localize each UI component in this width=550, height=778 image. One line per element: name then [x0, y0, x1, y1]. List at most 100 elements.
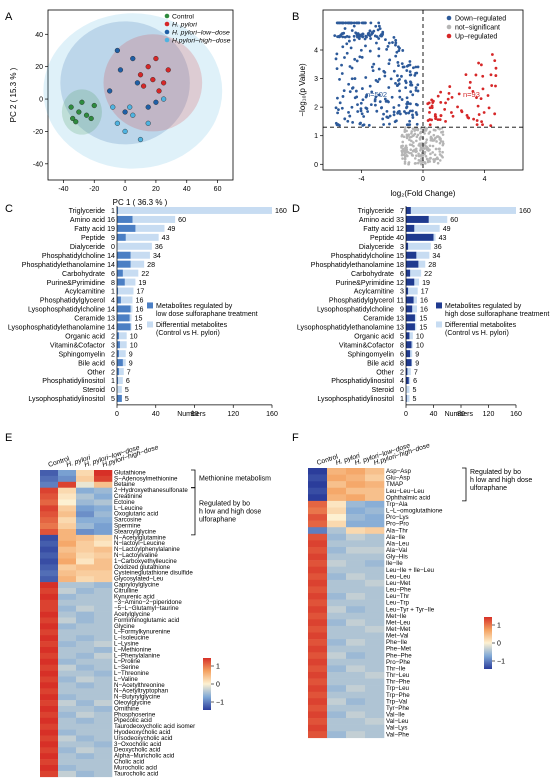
heatmap-row-label: Glycine [114, 623, 135, 630]
heatmap-row-label: Phe−Met [386, 646, 411, 653]
heatmap-cell [365, 468, 385, 475]
volcano-point-down [414, 111, 418, 114]
bar-reg-value: 13 [396, 324, 404, 332]
heatmap-cell [346, 671, 366, 679]
bar-legend-differential: Differential metabolites (Control vs H. p… [445, 322, 517, 337]
volcano-point-down [361, 123, 365, 127]
pca-point [122, 109, 128, 115]
pca-legend-marker [164, 13, 170, 19]
bar-category-label: Vitamin&Cofactor [50, 341, 106, 349]
heatmap-cell [76, 605, 95, 612]
pca-point [161, 96, 167, 102]
heatmap-annotation-regulated-line2: h low and high dose [199, 508, 263, 515]
volcano-point-ns [403, 157, 407, 161]
heatmap-cell [94, 546, 113, 553]
volcano-point-ns [419, 130, 423, 134]
bar-regulated [406, 359, 412, 367]
bar-reg-value: 9 [111, 234, 115, 242]
heatmap-cell [40, 700, 59, 707]
heatmap-row-label: Thr−Leu [386, 672, 410, 679]
pca-point [161, 80, 167, 86]
bar-legend-differential-line2: (Control vs H. pylori) [445, 330, 509, 337]
pca-xtick-label: -40 [58, 186, 68, 193]
volcano-point-up [438, 118, 442, 122]
heatmap-cell [327, 599, 347, 607]
pca-legend-marker [164, 29, 170, 35]
bar-reg-value: 4 [400, 377, 404, 385]
volcano-point-down [383, 97, 387, 101]
volcano-legend-label: not−significant [455, 25, 500, 32]
bar-legend-regulated: Metabolites regulated by low dose sulfora… [156, 303, 258, 318]
heatmap-cell [308, 645, 328, 653]
pca-ellipse [61, 89, 102, 135]
volcano-point-down [377, 47, 381, 51]
volcano-point-ns [419, 142, 422, 146]
heatmap-row-label: Glycosylated−Leu [114, 576, 164, 583]
volcano-point-down [412, 66, 415, 70]
heatmap-row-label: Leu−Leu−Leu [386, 488, 425, 495]
heatmap-cell [76, 770, 95, 778]
volcano-point-ns [426, 160, 430, 164]
heatmap-cell [76, 611, 95, 618]
heatmap-cell [308, 704, 328, 712]
bar-regulated [117, 215, 133, 223]
volcano-point-down [364, 95, 368, 99]
heatmap-row-label: Phosphoserine [114, 711, 156, 718]
heatmap-cell [365, 625, 385, 633]
volcano-point-ns [404, 146, 407, 149]
volcano-point-down [385, 47, 389, 51]
volcano-point-down [378, 100, 382, 104]
heatmap-row-label: Ala−Ile [386, 534, 406, 541]
bar-regulated [406, 251, 417, 259]
volcano-point-down [375, 41, 378, 45]
volcano-point-down [385, 109, 389, 113]
heatmap-cell [346, 619, 366, 627]
volcano-point-ns [404, 126, 407, 129]
heatmap-cell [327, 507, 347, 515]
heatmap-cell [94, 735, 113, 742]
heatmap-row-label: Oleoylglycine [114, 700, 151, 707]
volcano-point-down [397, 82, 401, 86]
heatmap-cell [40, 511, 59, 518]
volcano-point-up [447, 91, 451, 95]
heatmap-cell [346, 487, 366, 495]
bar-reg-value: 18 [396, 261, 404, 269]
volcano-point-down [416, 65, 420, 69]
bar-reg-value: 8 [400, 341, 404, 349]
bar-reg-value: 5 [400, 332, 404, 340]
heatmap-cell [40, 759, 59, 766]
heatmap-cell [40, 582, 59, 589]
volcano-point-ns [400, 133, 404, 137]
heatmap-cell [308, 573, 328, 581]
bar-diff-value: 16 [420, 297, 428, 305]
bar-regulated [117, 269, 123, 277]
volcano-point-up [479, 97, 483, 100]
volcano-point-down [386, 99, 389, 103]
volcano-point-down [383, 74, 387, 78]
pca-legend-marker [164, 21, 170, 27]
volcano-point-down [405, 69, 409, 72]
heatmap-cell [308, 487, 328, 495]
heatmap-row-label: N−Acetyltryptophan [114, 688, 169, 695]
heatmap-cell [327, 487, 347, 495]
volcano-point-down [374, 24, 378, 28]
volcano-point-down [352, 21, 356, 25]
bar-regulated [406, 323, 415, 331]
volcano-point-ns [401, 140, 405, 144]
pca-xlabel: PC 1 ( 36.3 % ) [113, 198, 168, 207]
bar-legend-differential-line2: (Control vs H. pylori) [156, 330, 220, 337]
volcano-point-down [413, 73, 417, 77]
heatmap-cell [346, 698, 366, 706]
bar-regulated [117, 224, 136, 232]
volcano-point-up [482, 111, 486, 114]
heatmap-cell [76, 717, 95, 724]
heatmap-cell [76, 676, 95, 683]
bar-regulated [406, 224, 415, 232]
volcano-point-up [477, 113, 481, 116]
heatmap-cell [40, 475, 59, 483]
heatmap-cell [365, 487, 385, 495]
heatmap-cell [58, 658, 77, 665]
bar-category-label: Bile acid [78, 359, 105, 367]
volcano-point-down [411, 93, 415, 97]
